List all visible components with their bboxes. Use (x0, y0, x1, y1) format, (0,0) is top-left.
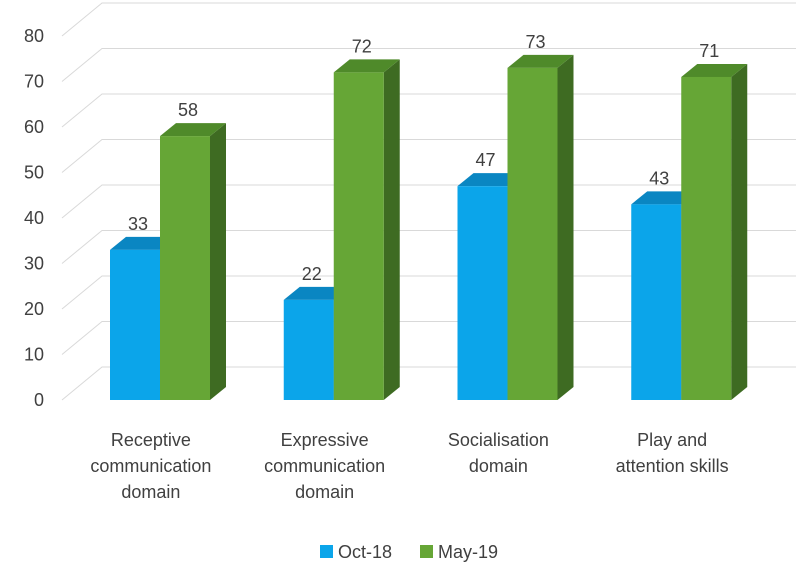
y-tick-label: 40 (24, 208, 44, 228)
grid-lines (61, 2, 796, 401)
data-label: 47 (475, 150, 495, 170)
y-tick-label: 30 (24, 254, 44, 274)
y-tick-label: 10 (24, 345, 44, 365)
data-label: 22 (302, 264, 322, 284)
y-tick-label: 80 (24, 26, 44, 46)
y-tick-label: 50 (24, 163, 44, 183)
data-label: 43 (649, 168, 669, 188)
gridline (61, 48, 796, 82)
category-labels: Receptive communication domain Expressive co… (90, 430, 728, 502)
bar-front (283, 299, 334, 400)
gridline (61, 2, 796, 37)
bar-top (333, 59, 400, 73)
bar-top (507, 54, 574, 68)
bar-may-19-1 (160, 123, 226, 400)
data-label: 33 (128, 214, 148, 234)
bar-front (333, 72, 384, 401)
bar-may-19-2 (333, 59, 400, 401)
y-tick-label: 60 (24, 117, 44, 137)
bar-front (160, 136, 210, 400)
bar-front (457, 186, 508, 400)
legend-swatch (420, 545, 433, 558)
bar-top (457, 173, 524, 187)
legend-swatch (320, 545, 333, 558)
data-label: 58 (178, 100, 198, 120)
bar-top (681, 63, 748, 77)
category-label: Receptive communication domain (90, 430, 211, 502)
category-label: Play and attention skills (616, 430, 729, 476)
bar-top (110, 236, 176, 250)
y-tick-label: 20 (24, 299, 44, 319)
bar-side (557, 54, 574, 400)
bar-top (283, 286, 350, 300)
data-labels: 33 58 22 72 47 73 43 71 (128, 32, 719, 284)
bar-front (681, 76, 732, 400)
bar-top (631, 191, 698, 205)
y-tick-label: 0 (34, 390, 44, 410)
legend: Oct-18 May-19 (320, 542, 498, 562)
bar-may-19-4 (681, 63, 748, 400)
bar-front (110, 249, 160, 400)
y-tick-label: 70 (24, 72, 44, 92)
data-label: 73 (525, 32, 545, 52)
bar-front (507, 67, 558, 400)
bar-side (731, 63, 748, 400)
legend-label: Oct-18 (338, 542, 392, 562)
bar-top (160, 123, 226, 137)
bars (110, 54, 748, 401)
legend-label: May-19 (438, 542, 498, 562)
bar-side (383, 59, 400, 401)
bar-side (210, 123, 226, 400)
data-label: 71 (699, 41, 719, 61)
y-axis-ticks: 0 10 20 30 40 50 60 70 80 (24, 26, 44, 410)
data-label: 72 (352, 36, 372, 56)
bar-may-19-3 (507, 54, 574, 400)
category-label: Expressive communication domain (264, 430, 385, 502)
bar-front (631, 204, 682, 400)
category-label: Socialisation domain (448, 430, 549, 476)
legend-item-oct-18: Oct-18 (320, 542, 392, 562)
legend-item-may-19: May-19 (420, 542, 498, 562)
